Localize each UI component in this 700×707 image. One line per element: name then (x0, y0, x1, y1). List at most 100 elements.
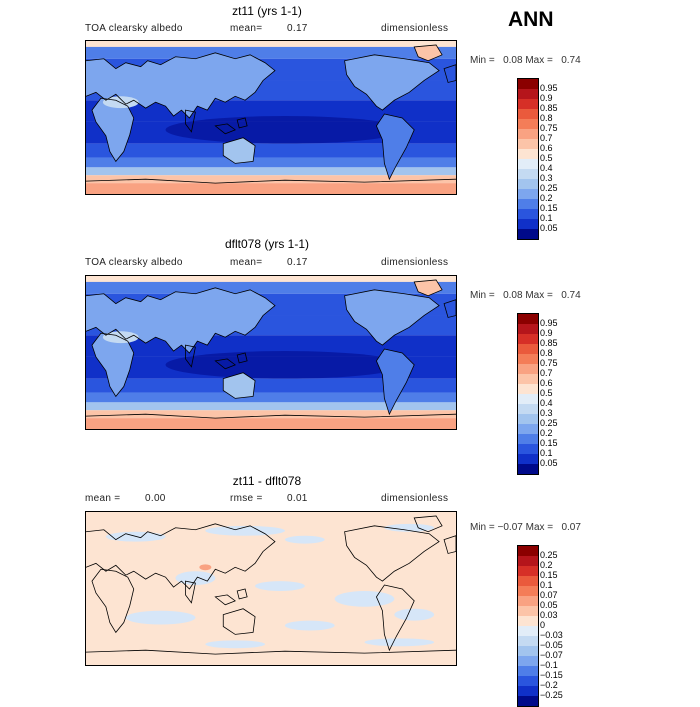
map-contour (86, 143, 456, 158)
colorbar-swatch (518, 219, 538, 229)
colorbar-tick-label: 0.9 (540, 328, 553, 338)
colorbar-swatch (518, 79, 538, 89)
colorbar-tick-label: 0.15 (540, 203, 558, 213)
colorbar-swatch (518, 324, 538, 334)
panel-3-min-value: −0.07 (497, 522, 523, 533)
colorbar-tick-label: 0.8 (540, 113, 553, 123)
colorbar-swatch (518, 696, 538, 706)
map-coastline (236, 588, 248, 600)
map-coastline (236, 117, 248, 129)
panel-1-colorbar-ticks: 0.95 0.9 0.85 0.8 0.75 0.7 0.6 0.5 0.4 0.3 0.25 0.2… (540, 78, 558, 233)
colorbar-swatch (518, 99, 538, 109)
map-contour (86, 392, 456, 403)
map-coastline (86, 649, 456, 655)
map-contour (86, 378, 456, 393)
map-coastline (443, 64, 456, 83)
map-coastline (185, 344, 196, 368)
panel-3-rmse-value: 0.01 (287, 493, 308, 504)
panel-3-units: dimensionless (381, 493, 449, 504)
panel-1-map (85, 40, 457, 195)
colorbar-tick-label: 0.75 (540, 358, 558, 368)
map-contour (414, 279, 443, 296)
panel-1-mean-value: 0.17 (287, 23, 308, 34)
colorbar-swatch (518, 586, 538, 596)
map-contour (334, 590, 395, 607)
colorbar-swatch (518, 414, 538, 424)
colorbar-tick-label: 0.6 (540, 143, 553, 153)
map-coastline (413, 515, 443, 533)
colorbar-swatch (518, 354, 538, 364)
colorbar-swatch (518, 556, 538, 566)
panel-1-max-value: 0.74 (561, 55, 581, 66)
colorbar-swatch (518, 646, 538, 656)
map-coastline (91, 97, 135, 163)
map-contour (102, 331, 139, 344)
colorbar-swatch (518, 606, 538, 616)
map-contour (86, 167, 456, 176)
panel-1-colorbar (517, 78, 539, 240)
colorbar-swatch (518, 334, 538, 344)
map-contour (205, 640, 266, 649)
map-coastline (443, 299, 456, 318)
colorbar-swatch (518, 119, 538, 129)
map-contour (86, 287, 275, 353)
map-contour (284, 620, 335, 631)
colorbar-swatch (518, 109, 538, 119)
panel-1-units: dimensionless (381, 23, 449, 34)
colorbar-swatch (518, 159, 538, 169)
map-contour (91, 333, 134, 397)
colorbar-swatch (518, 656, 538, 666)
colorbar-swatch (518, 424, 538, 434)
colorbar-swatch (518, 189, 538, 199)
panel-2-map (85, 275, 457, 430)
colorbar-tick-label: 0.25 (540, 183, 558, 193)
panel-1-mean-label: mean= (230, 23, 263, 34)
map-contour (86, 41, 456, 47)
map-contour (165, 116, 405, 144)
colorbar-swatch (518, 444, 538, 454)
colorbar-swatch (518, 686, 538, 696)
map-contour (364, 638, 435, 647)
map-coastline (222, 608, 256, 635)
map-coastline (214, 594, 236, 606)
map-contour (165, 351, 405, 379)
colorbar-tick-label: 0.15 (540, 438, 558, 448)
panel-3-colorbar-ticks: 0.25 0.2 0.15 0.1 0.07 0.05 0.03 0 −0.03 −0.05 −0.… (540, 545, 563, 700)
colorbar-swatch (518, 676, 538, 686)
colorbar-swatch (518, 596, 538, 606)
map-coastline (214, 123, 236, 135)
map-contour (384, 523, 435, 532)
colorbar-swatch (518, 344, 538, 354)
map-contour (86, 183, 456, 194)
panel-3-title: zt11 - dflt078 (232, 474, 302, 488)
map-coastline (86, 287, 276, 354)
colorbar-tick-label: 0.2 (540, 193, 553, 203)
season-label: ANN (508, 8, 554, 31)
panel-2-mean-value: 0.17 (287, 257, 308, 268)
panel-2-max-value: 0.74 (561, 290, 581, 301)
panel-3-max-label: Max = (525, 522, 554, 533)
colorbar-swatch (518, 576, 538, 586)
panel-2-colorbar (517, 313, 539, 475)
panel-2-title: dflt078 (yrs 1-1) (224, 237, 310, 251)
colorbar-swatch (518, 464, 538, 474)
colorbar-swatch (518, 546, 538, 556)
colorbar-tick-label: 0.95 (540, 318, 558, 328)
panel-1-max-label: Max = (525, 55, 553, 66)
panel-2-colorbar-ticks: 0.95 0.9 0.85 0.8 0.75 0.7 0.6 0.5 0.4 0.3 0.25 0.2… (540, 313, 558, 468)
panel-3-max-value: 0.07 (561, 522, 581, 533)
panel-1-min-label: Min = (470, 55, 495, 66)
colorbar-tick-label: 0.1 (540, 213, 553, 223)
panel-3-colorbar (517, 545, 539, 707)
colorbar-tick-label: −0.1 (540, 660, 558, 670)
map-contour (255, 581, 305, 591)
map-contour (414, 44, 443, 61)
map-coastline (344, 525, 440, 582)
map-contour (284, 535, 325, 544)
map-coastline (214, 358, 236, 370)
map-coastline (443, 535, 456, 554)
map-coastline (344, 54, 440, 111)
colorbar-swatch (518, 129, 538, 139)
colorbar-tick-label: −0.2 (540, 680, 558, 690)
colorbar-tick-label: 0.5 (540, 153, 553, 163)
